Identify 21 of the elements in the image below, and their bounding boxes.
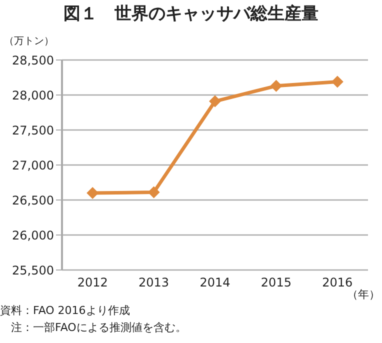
text: 注：一部FAOによる推測値を含む。 [10,320,186,335]
point [209,95,221,108]
y-tick-label: 25,500 [12,263,54,278]
x-axis-title: （年） [347,287,380,302]
y-axis-title: （万トン） [4,35,54,48]
y-tick-label: 28,500 [12,53,54,68]
point [270,80,282,92]
y-tick-label: 26,500 [12,193,54,208]
x-tick-label: 2013 [138,276,170,290]
x-tick-label: 2014 [200,276,230,290]
x-tick-label: 2015 [260,276,292,290]
point [331,76,344,88]
x-tick-label: 2016 [322,276,353,290]
x-tick-label: 2012 [77,276,108,290]
point [148,186,160,198]
y-tick-label: 26,000 [12,228,54,242]
y-tick-label: 27,500 [12,123,54,138]
chart-title: 図１ 世界のキャッサバ総生産量 [62,3,320,25]
y-tick-label: 27,000 [12,158,54,172]
text: 資料：FAO 2016より作成 [0,303,130,318]
y-tick-label: 28,000 [12,88,54,102]
